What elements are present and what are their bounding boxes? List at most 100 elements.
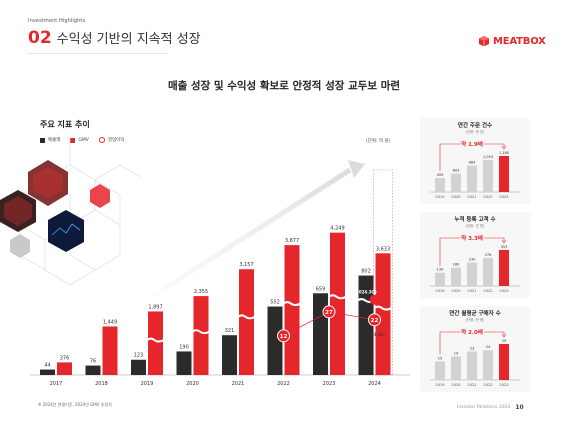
main-chart: 44 376 2017 76 1,449 2018 123 1,897 2019 190 2,355…	[30, 169, 410, 387]
mini-bar-2-2019	[435, 272, 445, 286]
bar-gmv-2018	[102, 326, 118, 375]
mini-chart-buyers: 15 2019 19 2020 23 2021 24 2022 29 2023 약 2.0배	[430, 328, 520, 387]
card-customers-subtitle: (단위: 천 명)	[465, 224, 485, 228]
axis-break-2020	[191, 329, 210, 335]
growth-arrow	[150, 160, 365, 301]
mini-bar-3-2023	[499, 344, 509, 380]
bar-sales-2022	[267, 306, 283, 375]
mini-tick-1-2019: 2019	[435, 195, 445, 199]
card-orders-subtitle: (단위: 만 건)	[465, 130, 485, 134]
legend-item-op-profit: 영업이익	[98, 137, 124, 143]
bar-gmv-2024	[375, 253, 391, 375]
mini-label-2-2020: 180	[453, 263, 461, 267]
decorative-cube-pattern	[0, 135, 140, 286]
section-title-text: 수익성 기반의 지속적 성장	[56, 32, 201, 47]
mini-label-1-2023: 1,180	[499, 151, 510, 155]
title-divider	[28, 53, 168, 54]
x-tick-2022: 2022	[277, 381, 290, 387]
bar-sales-2018	[85, 365, 101, 375]
legend-swatch-op-profit	[98, 137, 105, 143]
op-profit-label-2024: 22	[371, 318, 379, 324]
card-buyers-title: 연간 월평균 구매자 수	[449, 311, 501, 317]
unit-label: (단위: 억 원)	[366, 139, 391, 144]
bar-gmv-2017	[57, 362, 72, 375]
section-eyebrow: Investment Highlights	[28, 18, 86, 24]
label-sales-2020: 190	[179, 344, 189, 350]
mini-bar-3-2020	[451, 356, 461, 380]
label-sales-2023: 659	[316, 286, 326, 292]
x-tick-2019: 2019	[141, 381, 154, 387]
mini-bar-1-2020	[451, 173, 461, 192]
mini-arrowhead-1	[501, 145, 507, 150]
bar-sales-2023	[313, 293, 328, 375]
mini-callout-3: 약 2.0배	[461, 328, 483, 336]
mini-bar-1-2019	[435, 177, 445, 192]
bar-gmv-2019	[148, 311, 163, 375]
mini-label-2-2022: 276	[485, 253, 493, 257]
brand-name: MEATBOX	[493, 35, 546, 47]
projection-outline-2024	[373, 169, 393, 376]
mini-tick-3-2023: 2023	[499, 383, 508, 387]
axis-break-2024	[373, 305, 392, 311]
mini-label-3-2020: 19	[454, 351, 459, 355]
mini-bar-3-2022	[483, 350, 493, 380]
label-gmv-2018: 1,449	[103, 319, 117, 325]
legend-item-sales: 매출액	[40, 137, 60, 143]
mini-label-3-2021: 23	[470, 346, 475, 350]
mini-tick-3-2020: 2020	[451, 383, 461, 387]
section-title: 02 수익성 기반의 지속적 성장	[28, 28, 201, 48]
op-profit-label-2022: 12	[280, 334, 288, 340]
label-sales-2019: 123	[134, 353, 144, 359]
legend-swatch-gmv	[70, 137, 76, 143]
legend-label-gmv: GMV	[78, 137, 89, 143]
label-gmv-2019: 1,897	[148, 304, 162, 310]
mini-callout-2: 약 3.3배	[461, 234, 483, 242]
legend-label-sales: 매출액	[48, 138, 61, 143]
mini-arrowhead-2	[501, 239, 507, 244]
mini-callout-1: 약 1.9배	[461, 140, 483, 148]
mini-tick-1-2021: 2021	[467, 195, 476, 199]
mini-callout-bg-3	[460, 328, 484, 336]
x-tick-2017: 2017	[50, 381, 63, 387]
axis-break-2022	[282, 301, 301, 307]
annotation-op-2024: (2024.3Q)	[364, 332, 385, 337]
mini-label-2-2023: 353	[501, 245, 508, 249]
label-sales-2024: 802	[361, 269, 371, 275]
section-number: 02	[28, 28, 52, 48]
footnote: ※ 2024년 연결기준, 2024년 GMV 추정치	[38, 402, 112, 407]
op-profit-marker-2024	[368, 313, 381, 327]
mini-bar-3-2021	[467, 351, 477, 380]
axis-break-2023	[328, 294, 347, 300]
cube-icon	[479, 36, 489, 47]
legend-item-gmv: GMV	[70, 137, 89, 143]
mini-label-3-2023: 29	[502, 339, 507, 343]
card-buyers: 연간 월평균 구매자 수 (단위: 천 명) 15 2019 19 2020 23 202…	[420, 306, 530, 392]
op-profit-marker-2023	[322, 305, 336, 319]
label-gmv-2022: 3,877	[285, 238, 299, 244]
card-customers-title: 누적 등록 고객 수	[454, 217, 496, 223]
page-number: 10	[515, 404, 524, 411]
mini-tick-2-2021: 2021	[467, 289, 476, 293]
page-footer: Investor Relations 2024 10	[457, 404, 524, 411]
bar-sales-2017	[40, 369, 55, 375]
label-sales-2017: 44	[44, 363, 50, 369]
legend-swatch-sales	[40, 137, 45, 143]
label-gmv-2024: 3,633	[376, 246, 390, 252]
x-tick-2020: 2020	[186, 381, 199, 387]
mini-bracket-2	[439, 237, 505, 266]
card-orders: 연간 주문 건수 (단위: 만 건) 459 2019 603 2020 864 2021…	[420, 118, 530, 204]
mini-label-3-2022: 24	[486, 345, 491, 349]
mini-bar-1-2022	[483, 159, 493, 192]
brand-logo: MEATBOX	[478, 35, 546, 47]
label-gmv-2020: 2,355	[194, 289, 208, 295]
label-sales-2022: 552	[270, 300, 280, 306]
mini-tick-1-2022: 2022	[483, 195, 492, 199]
mini-callout-bg-2	[460, 234, 484, 242]
bar-gmv-2023	[330, 232, 345, 375]
card-orders-title: 연간 주문 건수	[457, 123, 493, 129]
network-photo-tile	[48, 210, 84, 252]
mini-label-1-2021: 864	[469, 161, 477, 165]
mini-tick-2-2020: 2020	[451, 289, 461, 293]
mini-tick-2-2022: 2022	[483, 289, 492, 293]
mini-label-1-2019: 459	[437, 173, 445, 177]
